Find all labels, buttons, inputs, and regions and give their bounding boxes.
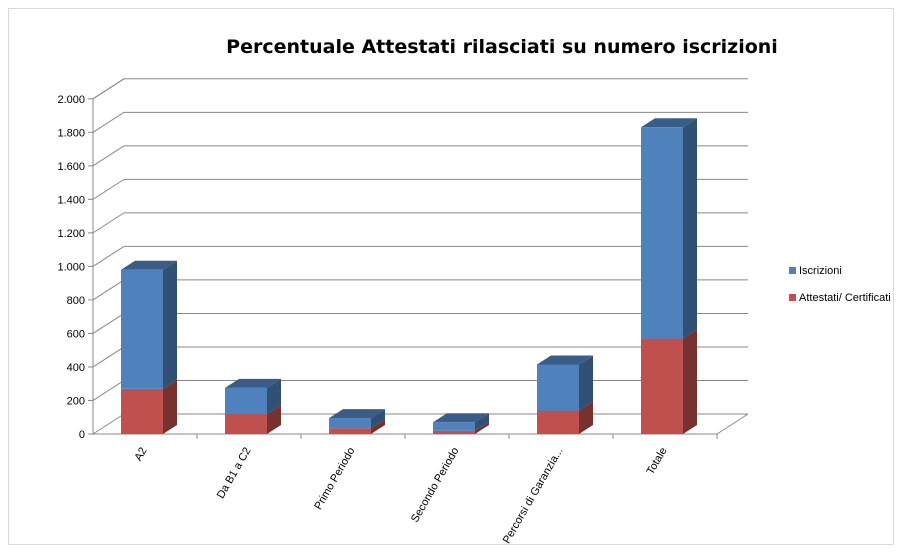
x-category-label: Da B1 a C2 [215,446,254,501]
bar-top-face [537,355,593,365]
x-category-label: Totale [645,446,670,477]
y-tick-label: 1.400 [57,194,85,206]
bar-segment-side [267,378,281,414]
bar-segment-front [641,127,683,339]
gridline-diagonal [92,346,125,368]
bar-segment-side [163,379,177,434]
bar-stack [641,118,697,434]
bar-segment-front [225,413,267,434]
y-tick-label: 1.600 [57,161,85,173]
gridline-diagonal [92,178,125,200]
y-tick-label: 1.800 [57,127,85,139]
bar-segment-side [371,419,385,434]
bar-top-face [433,413,489,423]
y-axis-ticks: 0 200 400 600 800 1.000 1.200 1.400 1.600 1.800 2.… [57,94,93,441]
bar-segment-side [475,421,489,434]
bar-segment-side [579,401,593,434]
legend-swatch [789,294,796,301]
bar-segment-side [683,329,697,434]
gridline-diagonal [92,380,125,401]
bar-segment-front [225,387,267,414]
bar-stack [225,378,281,434]
gridline-diagonal [92,212,125,234]
gridline-diagonal [92,78,125,100]
bar-top-face [225,378,281,388]
bar-segment-side [163,260,177,389]
bar-segment-front [121,269,163,389]
gridline-diagonal [92,413,125,435]
legend-swatch [789,267,796,274]
bar-segment-side [371,409,385,429]
floor-right-edge [716,413,749,435]
bar-segment-side [683,118,697,339]
bar-stack [537,355,593,434]
y-tick-label: 600 [67,328,85,340]
bar-stack [329,409,385,434]
bar-segment-front [433,422,475,431]
x-category-label: Secondo Periodo [409,446,462,525]
bar-segment-side [267,404,281,434]
bar-segment-front [329,428,371,434]
bar-segment-side [475,413,489,431]
bar-top-face [121,260,177,270]
y-tick-label: 0 [79,429,85,441]
gridline-diagonal [92,245,125,267]
bar-segment-front [121,388,163,434]
gridline-diagonal [92,279,125,301]
bar-segment-front [537,410,579,434]
chart-title: Percentuale Attestati rilasciati su nume… [226,36,778,58]
legend-label: Iscrizioni [799,265,842,277]
y-tick-label: 200 [67,395,85,407]
legend: Iscrizioni Attestati/ Certificati [789,265,891,304]
gridline-diagonal [92,313,125,334]
bar-segment-front [433,430,475,434]
y-tick-label: 1.200 [57,228,85,240]
gridline-diagonal [92,111,125,133]
y-tick-label: 2.000 [57,94,85,106]
x-category-label: Primo Periodo [312,446,357,512]
bar-segment-front [641,338,683,434]
y-tick-label: 400 [67,362,85,374]
bar-stack [121,260,177,434]
bar-top-face [641,118,697,128]
x-axis-labels: A2 Da B1 a C2 Primo Periodo Secondo Periodo… [132,434,718,546]
x-category-label: Percorsi di Garanzia... [501,446,566,546]
x-category-label: A2 [132,446,149,464]
legend-label: Attestati/ Certificati [799,292,891,304]
gridline-diagonal [92,145,125,167]
y-tick-label: 800 [67,295,85,307]
bar-stack [433,413,489,434]
bar-segment-front [537,364,579,411]
bar-segment-front [329,418,371,429]
y-tick-label: 1.000 [57,261,85,273]
bar-segment-side [579,355,593,411]
bar-top-face [329,409,385,419]
bars [121,118,697,434]
